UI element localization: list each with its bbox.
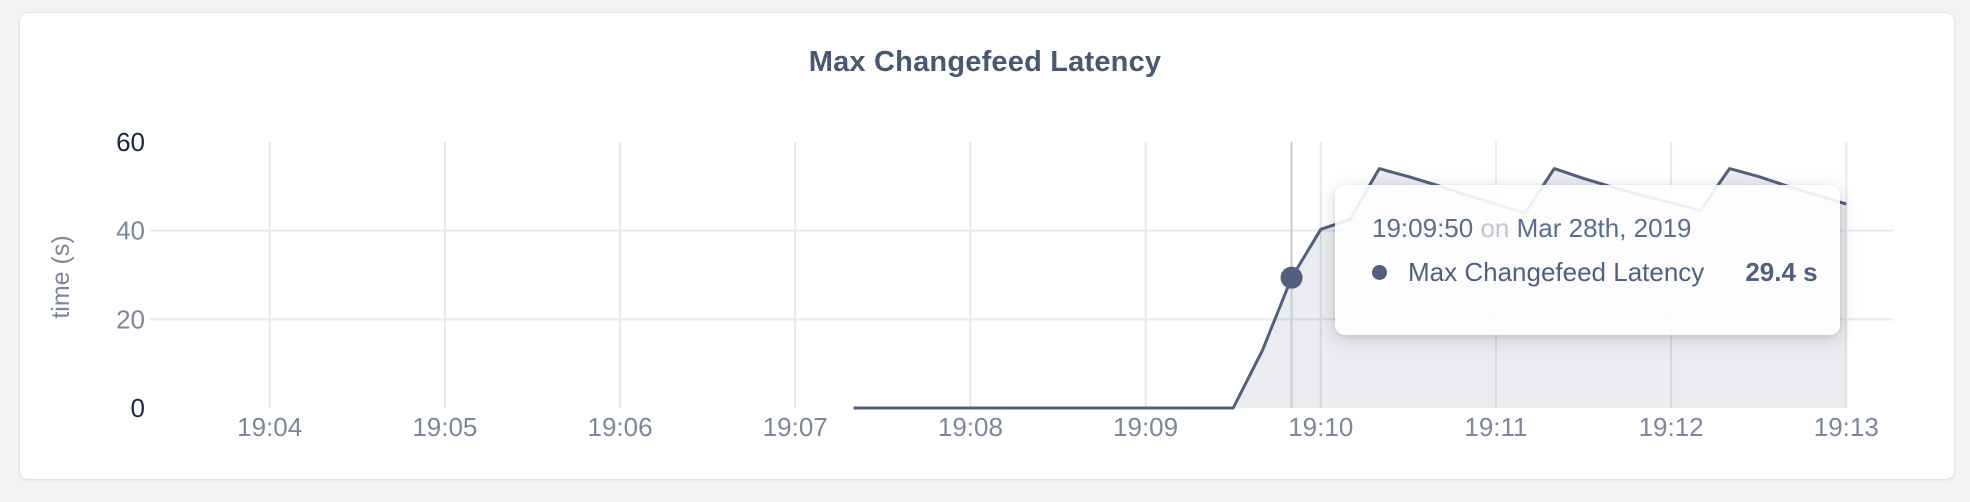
y-tick-label: 20 [116, 304, 145, 334]
x-tick-label: 19:04 [237, 412, 302, 442]
hover-point-dot [1280, 266, 1303, 289]
x-tick-label: 19:07 [763, 412, 828, 442]
series-bullet-icon [1372, 264, 1387, 280]
x-tick-label: 19:13 [1814, 412, 1879, 442]
tooltip-value: 29.4 s [1745, 257, 1818, 287]
tooltip-conjunction: on [1480, 213, 1510, 243]
x-tick-label: 19:11 [1464, 412, 1527, 442]
tooltip-date: Mar 28th, 2019 [1516, 213, 1692, 243]
chart-title: Max Changefeed Latency [808, 46, 1162, 78]
tooltip-time: 19:09:50 [1372, 213, 1474, 243]
y-tick-label: 0 [131, 393, 145, 423]
tooltip-series-row: Max Changefeed Latency 29.4 s [1372, 257, 1818, 287]
x-tick-label: 19:08 [938, 412, 1003, 442]
tooltip-timestamp: 19:09:50 on Mar 28th, 2019 [1372, 213, 1810, 243]
x-tick-label: 19:09 [1113, 412, 1178, 442]
y-tick-label: 60 [116, 127, 145, 157]
x-tick-label: 19:10 [1288, 412, 1353, 442]
y-tick-label: 40 [116, 216, 145, 246]
tooltip-series-label: Max Changefeed Latency [1408, 257, 1705, 287]
x-tick-label: 19:06 [588, 412, 653, 442]
chart-tooltip: 19:09:50 on Mar 28th, 2019 Max Changefee… [1335, 185, 1840, 335]
x-tick-label: 19:12 [1639, 412, 1704, 442]
x-tick-label: 19:05 [412, 412, 477, 442]
y-axis-title: time (s) [47, 235, 75, 318]
